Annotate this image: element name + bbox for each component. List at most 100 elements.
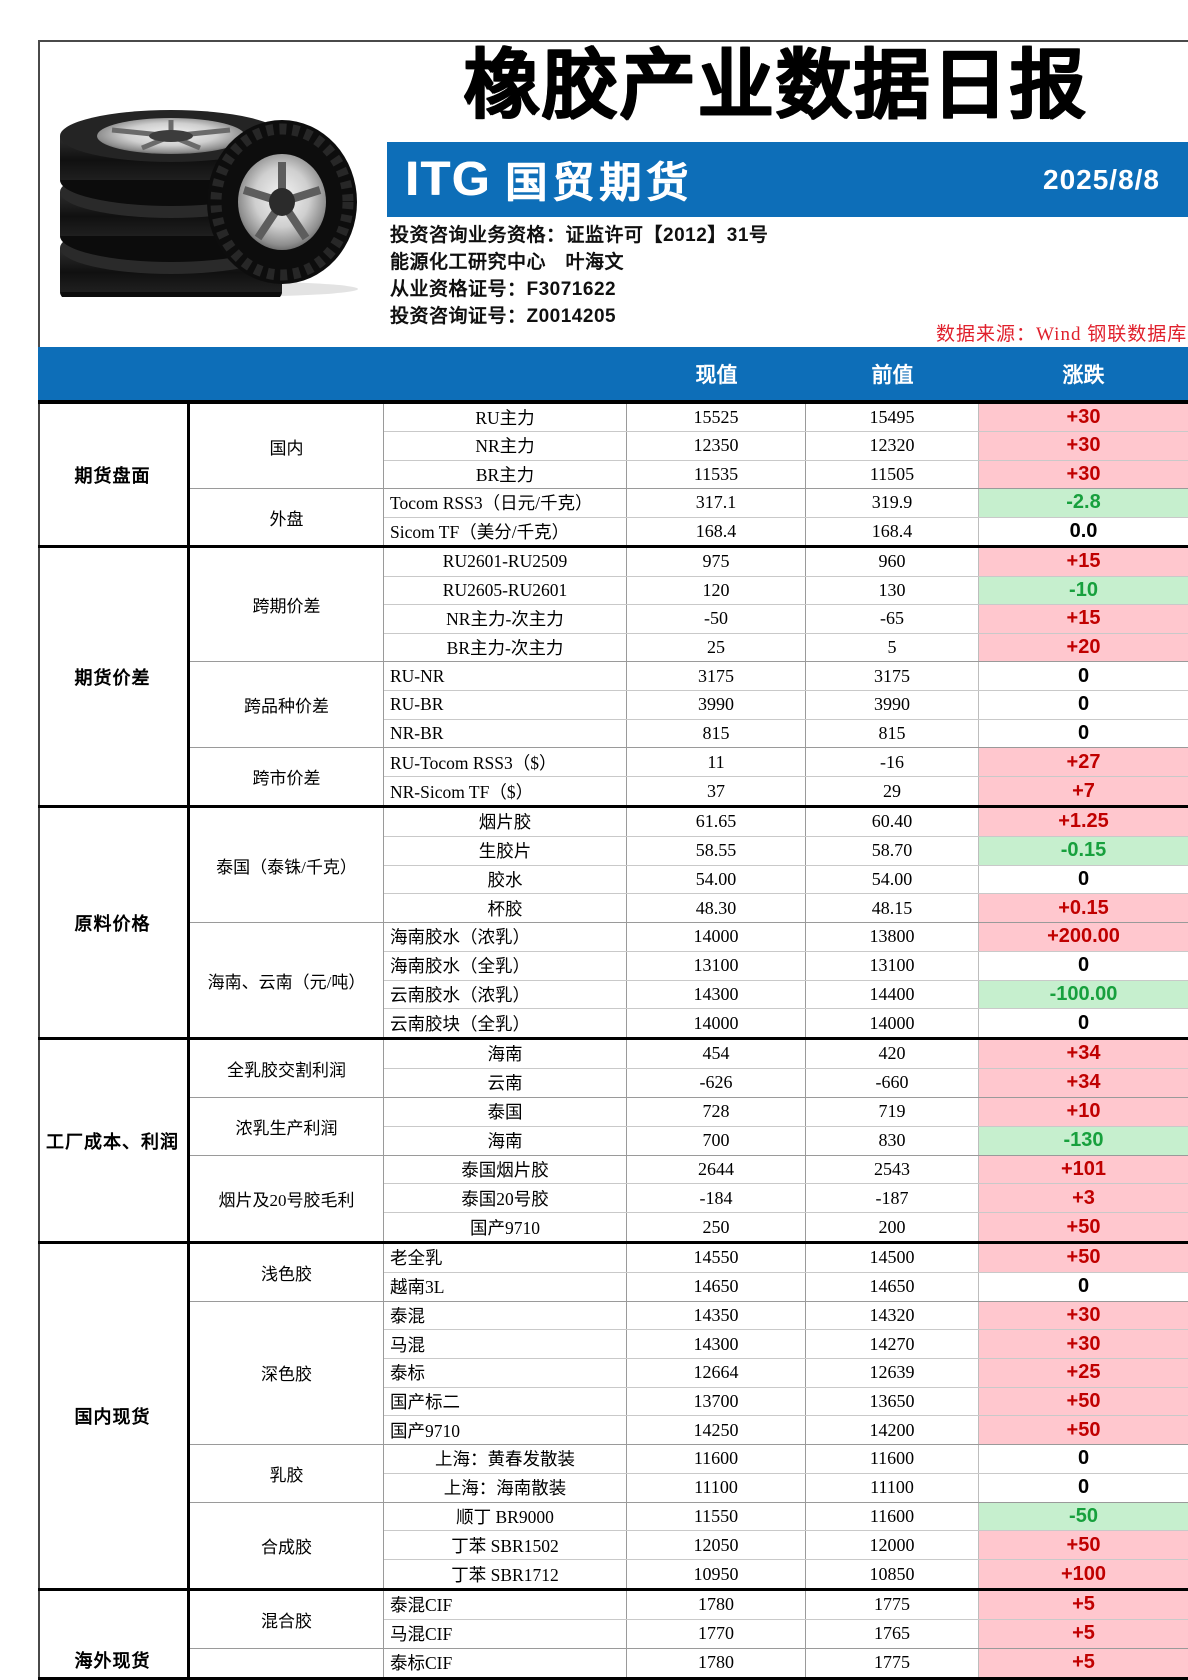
- credentials-block: 投资咨询业务资格：证监许可【2012】31号 能源化工研究中心 叶海文 从业资格…: [390, 222, 768, 330]
- item-cell: 胶水: [384, 865, 627, 894]
- item-cell: RU-NR: [384, 662, 627, 690]
- current-value-cell: 12664: [627, 1359, 806, 1387]
- current-value-cell: 700: [627, 1126, 806, 1155]
- current-value-cell: 317.1: [627, 489, 806, 517]
- page-title: 橡胶产业数据日报: [463, 43, 1087, 128]
- change-value-cell: 0.0: [979, 517, 1188, 545]
- group-rows: RU-NR 3175 3175 0 RU-BR 3990 3990 0 NR-BR 815 815 0: [384, 662, 1188, 748]
- item-cell: Tocom RSS3（日元/千克）: [384, 489, 627, 517]
- current-value-cell: 728: [627, 1097, 806, 1126]
- current-value-cell: -50: [627, 605, 806, 633]
- previous-value-cell: 14500: [806, 1244, 979, 1272]
- table-row: NR-Sicom TF（$） 37 29 +7: [384, 777, 1188, 806]
- section-label: 工厂成本、利润: [38, 1040, 190, 1241]
- previous-value-cell: 12320: [806, 432, 979, 460]
- current-value-cell: 250: [627, 1213, 806, 1242]
- change-value-cell: +100: [979, 1560, 1188, 1588]
- table-row: RU-NR 3175 3175 0: [384, 662, 1188, 691]
- previous-value-cell: 11505: [806, 460, 979, 488]
- current-value-cell: 11600: [627, 1444, 806, 1473]
- table-row: 泰国 728 719 +10: [384, 1097, 1188, 1127]
- current-value-cell: 11: [627, 748, 806, 777]
- upright-tire: [207, 120, 357, 284]
- change-value-cell: +30: [979, 1330, 1188, 1359]
- change-value-cell: -100.00: [979, 980, 1188, 1009]
- change-value-cell: +5: [979, 1648, 1188, 1677]
- row-group: 乳胶 上海：黄春发散装 11600 11600 0 上海：海南散装 11100 11100 0: [190, 1444, 1188, 1503]
- row-group: 烟片及20号胶毛利 泰国烟片胶 2644 2543 +101 泰国20号胶 -184 -187…: [190, 1155, 1188, 1242]
- previous-value-cell: 48.15: [806, 894, 979, 922]
- previous-value-cell: 29: [806, 777, 979, 806]
- row-group: 跨市价差 RU-Tocom RSS3（$） 11 -16 +27 NR-Sicom TF（…: [190, 748, 1188, 806]
- credential-line: 投资咨询证号：Z0014205: [390, 306, 617, 327]
- table-section: 工厂成本、利润 全乳胶交割利润 海南 454 420 +34 云南 -626 -660 +34 浓乳…: [38, 1040, 1188, 1244]
- table-row: RU-Tocom RSS3（$） 11 -16 +27: [384, 748, 1188, 778]
- previous-value-cell: 14270: [806, 1330, 979, 1359]
- change-value-cell: +5: [979, 1619, 1188, 1648]
- previous-value-cell: 200: [806, 1213, 979, 1242]
- previous-value-cell: 420: [806, 1040, 979, 1068]
- table-row: 马混 14300 14270 +30: [384, 1330, 1188, 1360]
- group-rows: 顺丁 BR9000 11550 11600 -50 丁苯 SBR1502 12050 120…: [384, 1502, 1188, 1588]
- previous-value-cell: 815: [806, 719, 979, 748]
- current-value-cell: 14650: [627, 1272, 806, 1301]
- current-value-cell: 14300: [627, 1330, 806, 1359]
- change-value-cell: +3: [979, 1184, 1188, 1213]
- item-cell: 国产9710: [384, 1416, 627, 1444]
- item-cell: 越南3L: [384, 1272, 627, 1301]
- table-row: RU-BR 3990 3990 0: [384, 691, 1188, 720]
- item-cell: Sicom TF（美分/千克）: [384, 517, 627, 545]
- current-value-cell: 12050: [627, 1531, 806, 1560]
- current-value-cell: 13700: [627, 1387, 806, 1416]
- item-cell: 顺丁 BR9000: [384, 1502, 627, 1531]
- current-value-cell: 11550: [627, 1502, 806, 1531]
- table-row: 国产9710 14250 14200 +50: [384, 1416, 1188, 1444]
- data-source-note: 数据来源：Wind 钢联数据库: [936, 324, 1188, 345]
- item-cell: 杯胶: [384, 894, 627, 922]
- table-row: 泰混 14350 14320 +30: [384, 1301, 1188, 1331]
- credential-line: 从业资格证号：F3071622: [390, 279, 617, 300]
- change-value-cell: +20: [979, 633, 1188, 662]
- table-row: 顺丁 BR9000 11550 11600 -50: [384, 1502, 1188, 1532]
- item-cell: BR主力-次主力: [384, 633, 627, 662]
- table-row: RU主力 15525 15495 +30: [384, 404, 1188, 433]
- tires-photo: [60, 110, 358, 297]
- change-value-cell: +0.15: [979, 894, 1188, 922]
- section-groups: 泰国（泰铢/千克） 烟片胶 61.65 60.40 +1.25 生胶片 58.55 58.70…: [190, 808, 1188, 1037]
- previous-value-cell: 960: [806, 548, 979, 576]
- group-label: 混合胶: [190, 1591, 384, 1648]
- current-value-cell: -184: [627, 1184, 806, 1213]
- change-value-cell: 0: [979, 662, 1188, 690]
- current-value-cell: 2644: [627, 1155, 806, 1184]
- item-cell: 马混CIF: [384, 1619, 627, 1648]
- current-value-cell: 1780: [627, 1591, 806, 1619]
- current-value-cell: 37: [627, 777, 806, 806]
- table-section: 期货盘面 国内 RU主力 15525 15495 +30 NR主力 12350 12320 +30…: [38, 404, 1188, 548]
- current-value-cell: 815: [627, 719, 806, 748]
- previous-value-cell: 60.40: [806, 808, 979, 836]
- previous-value-cell: 3175: [806, 662, 979, 690]
- report-date: 2025/8/8: [1043, 163, 1160, 195]
- table-row: 生胶片 58.55 58.70 -0.15: [384, 836, 1188, 866]
- item-cell: RU2605-RU2601: [384, 576, 627, 605]
- table-row: 杯胶 48.30 48.15 +0.15: [384, 894, 1188, 922]
- table-row: BR主力-次主力 25 5 +20: [384, 633, 1188, 662]
- change-value-cell: +50: [979, 1416, 1188, 1444]
- change-value-cell: 0: [979, 865, 1188, 894]
- brand-name: 国贸期货: [505, 159, 694, 206]
- current-value-cell: 3175: [627, 662, 806, 690]
- item-cell: NR主力: [384, 432, 627, 460]
- row-group: 跨期价差 RU2601-RU2509 975 960 +15 RU2605-RU2601 1…: [190, 548, 1188, 663]
- group-label: 浅色胶: [190, 1244, 384, 1301]
- table-section: 国内现货 浅色胶 老全乳 14550 14500 +50 越南3L 14650 14650 0 深色…: [38, 1244, 1188, 1591]
- change-value-cell: +27: [979, 748, 1188, 777]
- previous-value-cell: 15495: [806, 404, 979, 432]
- item-cell: 泰标: [384, 1359, 627, 1387]
- group-rows: 烟片胶 61.65 60.40 +1.25 生胶片 58.55 58.70 -0.15 胶水 54…: [384, 808, 1188, 922]
- section-label: 海外现货: [38, 1591, 190, 1677]
- table-row: NR主力-次主力 -50 -65 +15: [384, 605, 1188, 634]
- itg-logo: ITG: [405, 153, 491, 206]
- table-row: 丁苯 SBR1712 10950 10850 +100: [384, 1560, 1188, 1588]
- table-row: 泰混CIF 1780 1775 +5: [384, 1591, 1188, 1620]
